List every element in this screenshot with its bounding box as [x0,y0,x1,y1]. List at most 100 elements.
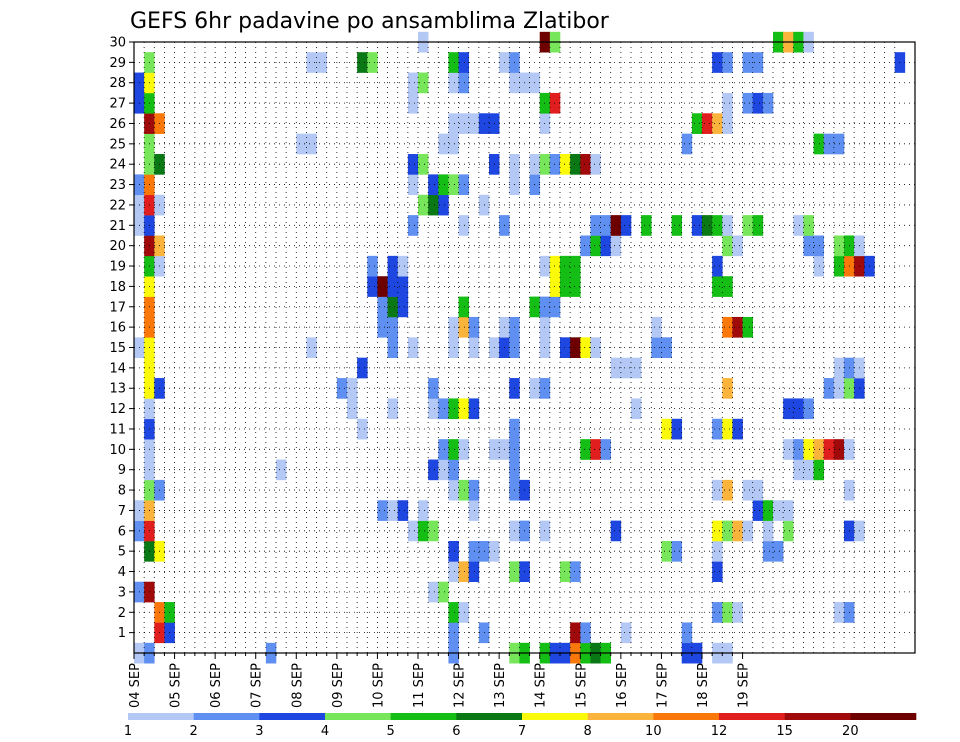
heatmap-cell [397,296,409,318]
heatmap-cell [438,581,449,603]
heatmap-cell [742,52,754,73]
heatmap-cell [813,459,825,481]
heatmap-cell [458,398,470,420]
heatmap-cell [732,235,743,257]
heatmap-cell [722,479,733,501]
heatmap-cell [803,215,814,236]
heatmap-cell [438,194,449,216]
heatmap-cell [458,561,470,583]
heatmap-cell [783,520,794,542]
colorbar-label: 4 [321,724,329,739]
colorbar-label: 20 [842,724,859,739]
y-tick-label: 15 [109,341,126,356]
y-tick-label: 5 [118,545,126,560]
heatmap-cell [387,500,399,521]
heatmap-cell [742,92,754,114]
heatmap-cell [793,215,804,236]
heatmap-cell [580,235,591,257]
x-tick-label: 06 SEP [209,663,224,708]
heatmap-cell [438,459,449,481]
heatmap-cell [336,378,348,399]
y-tick-label: 23 [109,178,126,193]
heatmap-cell [590,154,601,175]
heatmap-cell [407,520,419,542]
heatmap-cell [387,276,399,297]
heatmap-cell [428,581,439,603]
heatmap-cell [742,479,754,501]
y-tick-label: 8 [118,484,126,499]
heatmap-cell [620,215,632,236]
heatmap-cell [570,337,581,358]
heatmap-cell [722,520,733,542]
colorbar-label: 8 [584,724,592,739]
heatmap-cell [600,439,612,460]
colorbar-swatch [522,713,588,720]
heatmap-cell [468,540,480,562]
heatmap-cell [367,276,378,297]
heatmap-cell [407,215,419,236]
y-tick-label: 11 [109,422,126,437]
heatmap-cell [468,113,480,134]
heatmap-cell [560,276,571,297]
y-tick-label: 4 [118,565,126,580]
heatmap-cell [560,337,571,358]
heatmap-cell [448,459,459,481]
heatmap-cell [458,479,470,501]
heatmap-cell [357,418,368,440]
heatmap-cell [661,337,672,358]
heatmap-cell [580,154,591,175]
heatmap-cell [580,622,591,644]
heatmap-cell [448,561,459,583]
heatmap-cell [448,439,459,460]
heatmap-cell [620,357,632,379]
heatmap-cell [712,602,723,623]
colorbar-label: 2 [190,724,198,739]
heatmap-cell [367,255,378,277]
colorbar-label: 6 [452,724,460,739]
heatmap-cell [468,398,480,420]
heatmap-cell [803,459,814,481]
heatmap-cell [732,520,743,542]
heatmap-cell [458,174,470,196]
heatmap-cell [560,154,571,175]
heatmap-cell [803,398,814,420]
x-tick-label: 17 SEP [655,663,670,708]
y-axis: 1234567891011121314151617181920212223242… [109,36,134,641]
heatmap-cell [722,276,733,297]
heatmap-cell [296,133,307,155]
heatmap-cell [448,316,459,338]
heatmap-cell [691,113,703,134]
colorbar-label: 15 [776,724,793,739]
heatmap-cell [793,398,804,420]
y-tick-label: 27 [109,97,126,112]
heatmap-cell [549,296,561,318]
heatmap-cell [448,622,459,644]
heatmap-cell [681,622,693,644]
colorbar: 1 2 3 4 5 6 7 8 10 12 15 20 [124,713,917,739]
heatmap-cell [468,316,480,338]
heatmap-cell [306,133,317,155]
heatmap-cell [428,378,439,399]
heatmap-cell [448,72,459,94]
y-tick-label: 29 [109,56,126,71]
chart-title: GEFS 6hr padavine po ansamblima Zlatibor [130,9,610,34]
heatmap-cell [722,113,733,134]
heatmap-cell [347,378,358,399]
x-tick-label: 14 SEP [534,663,549,708]
heatmap-cell [448,133,459,155]
y-tick-label: 17 [109,300,126,315]
heatmap-cell [641,215,652,236]
heatmap-cell [813,235,825,257]
heatmap-cell [549,92,561,114]
x-tick-label: 05 SEP [169,663,184,708]
heatmap-cell [762,520,774,542]
heatmap-cell [691,215,703,236]
heatmap-cell [712,540,723,562]
heatmap-cell [418,154,429,175]
colorbar-swatch [193,713,260,720]
heatmap-cell [722,215,733,236]
heatmap-cell [752,92,764,114]
heatmap-cell [387,316,399,338]
heatmap-cell [458,602,470,623]
heatmap-cell [448,337,459,358]
